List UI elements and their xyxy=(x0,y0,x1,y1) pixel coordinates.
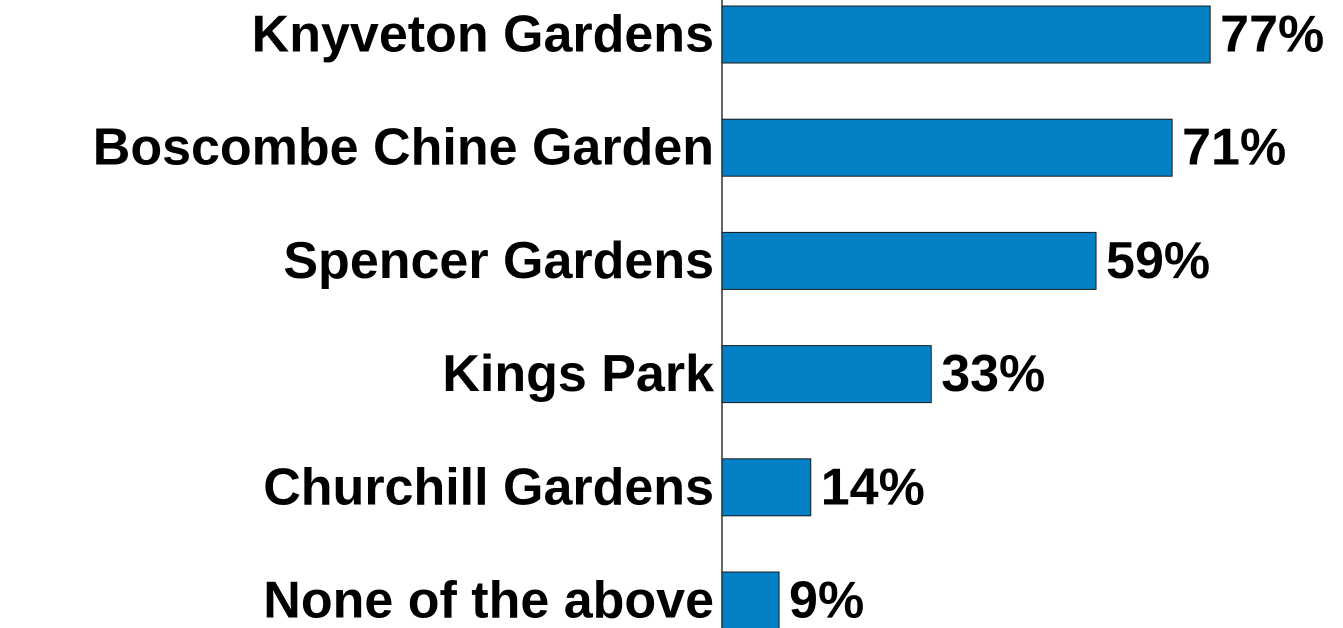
bars-group xyxy=(721,5,1211,628)
data-label-spencer-gardens: 59% xyxy=(1106,232,1210,290)
data-label-churchill-gardens: 14% xyxy=(821,458,925,516)
category-label-none-of-the-above: None of the above xyxy=(263,572,714,628)
category-label-knyveton-gardens: Knyveton Gardens xyxy=(252,6,714,64)
data-label-none-of-the-above: 9% xyxy=(789,572,864,628)
data-label-knyveton-gardens: 77% xyxy=(1220,6,1324,64)
category-label-spencer-gardens: Spencer Gardens xyxy=(283,232,714,290)
category-labels-group: Knyveton Gardens Boscombe Chine Garden Spe… xyxy=(93,6,714,628)
bar-kings-park xyxy=(721,345,932,404)
bar-none-of-the-above xyxy=(721,571,780,628)
bar-knyveton-gardens xyxy=(721,5,1211,64)
bar-spencer-gardens xyxy=(721,231,1097,290)
data-label-boscombe-chine-garden: 71% xyxy=(1182,119,1286,177)
category-label-churchill-gardens: Churchill Gardens xyxy=(263,458,714,516)
bar-boscombe-chine-garden xyxy=(721,118,1173,177)
category-label-kings-park: Kings Park xyxy=(442,345,714,403)
category-label-boscombe-chine-garden: Boscombe Chine Garden xyxy=(93,119,714,177)
data-label-kings-park: 33% xyxy=(941,345,1045,403)
data-labels-group: 77% 71% 59% 33% 14% 9% xyxy=(789,6,1324,628)
bar-churchill-gardens xyxy=(721,458,812,517)
